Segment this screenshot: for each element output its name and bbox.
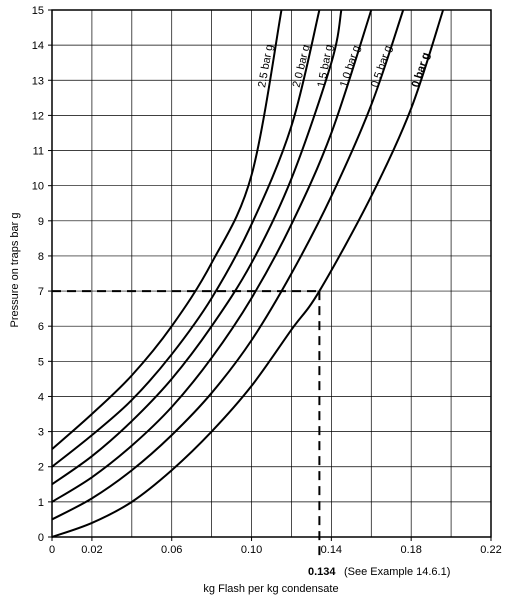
- y-tick-label: 4: [38, 391, 44, 403]
- series-line-2: [51, 9, 373, 503]
- y-tick-label: 2: [38, 462, 44, 474]
- y-tick-label: 12: [32, 110, 44, 122]
- y-tick-label: 5: [38, 356, 44, 368]
- y-tick-label: 7: [38, 286, 44, 298]
- curves: [51, 9, 445, 538]
- x-axis-title: kg Flash per kg condensate: [203, 583, 338, 595]
- y-tick-label: 15: [32, 5, 44, 17]
- y-tick-label: 8: [38, 251, 44, 263]
- x-tick-label: 0.14: [321, 544, 342, 556]
- y-tick-label: 0: [38, 532, 44, 544]
- y-tick-label: 13: [32, 75, 44, 87]
- y-tick-label: 1: [38, 497, 44, 509]
- series-line-1: [51, 9, 405, 521]
- series-label-3: 1.5 bar g: [316, 44, 336, 89]
- y-tick-label: 14: [32, 40, 44, 52]
- series-label-2: 1.0 bar g: [338, 44, 363, 89]
- example-value-label: 0.134: [308, 566, 336, 578]
- y-axis-title: Pressure on traps bar g: [9, 213, 21, 328]
- y-tick-label: 6: [38, 321, 44, 333]
- example-note: (See Example 14.6.1): [344, 566, 450, 578]
- x-tick-label: 0.06: [161, 544, 182, 556]
- series-label-0: 0 bar g: [410, 51, 433, 89]
- x-tick-label: 0: [49, 544, 55, 556]
- series-label-1: 0.5 bar g: [369, 44, 394, 89]
- y-tick-label: 3: [38, 427, 44, 439]
- series-line-4: [51, 9, 321, 468]
- x-tick-labels: 0 0.02 0.06 0.10 0.14 0.18 0.22: [49, 537, 502, 556]
- x-tick-label: 0.10: [241, 544, 262, 556]
- series-line-3: [51, 9, 343, 486]
- x-tick-label: 0.22: [480, 544, 501, 556]
- series-line-0: [51, 9, 445, 538]
- grid: [52, 10, 491, 537]
- plot-frame: [51, 9, 492, 538]
- y-tick-label: 11: [33, 146, 44, 158]
- x-tick-label: 0.02: [81, 544, 102, 556]
- series-line-5: [51, 9, 283, 450]
- example-annotation: 0.134 (See Example 14.6.1): [308, 562, 450, 579]
- y-tick-label: 10: [32, 181, 44, 193]
- y-tick-label: 9: [38, 216, 44, 228]
- x-tick-label: 0.18: [400, 544, 421, 556]
- series-label-4: 2.0 bar g: [291, 44, 313, 89]
- curve-labels: 0 bar g 0.5 bar g1.0 bar g1.5 bar g2.0 ba…: [256, 44, 432, 89]
